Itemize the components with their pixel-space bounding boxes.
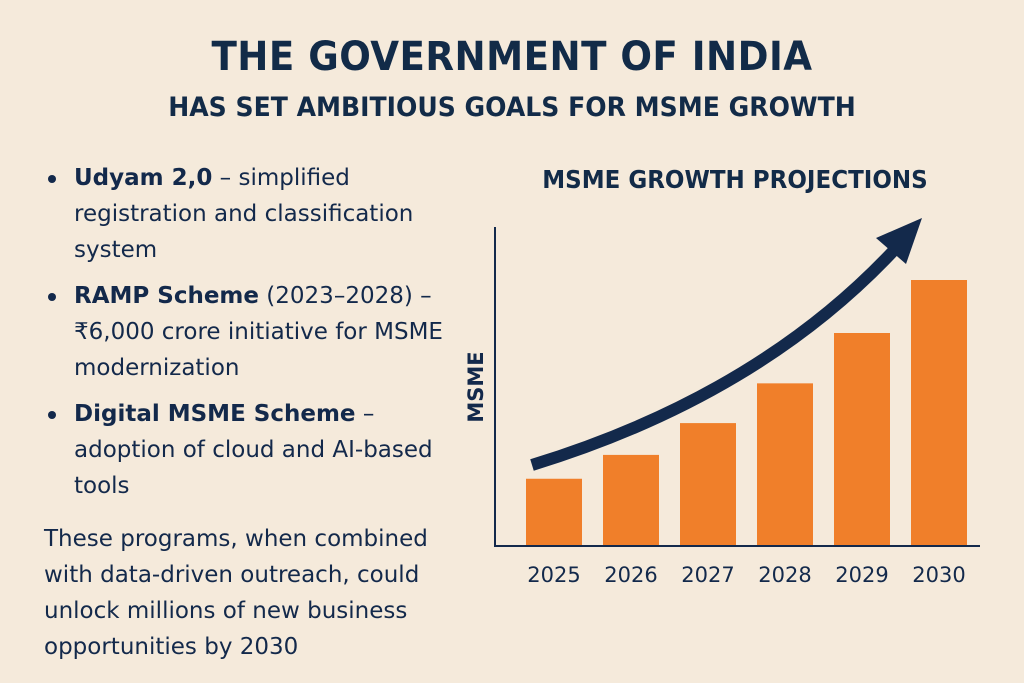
bar-2028 bbox=[757, 383, 813, 545]
list-item: RAMP Scheme (2023–2028) – ₹6,000 crore i… bbox=[44, 278, 474, 386]
summary-text: These programs, when combined with data-… bbox=[44, 526, 428, 660]
x-tick-label: 2027 bbox=[681, 563, 734, 587]
bar-2030 bbox=[911, 280, 967, 545]
list-item: Udyam 2,0 – simplified registration and … bbox=[44, 160, 474, 268]
initiatives-list: Udyam 2,0 – simplified registration and … bbox=[44, 160, 474, 514]
bar-2026 bbox=[603, 454, 659, 545]
initiative-name: RAMP Scheme bbox=[74, 283, 259, 309]
trend-arrow bbox=[530, 218, 922, 471]
trend-arrow-head bbox=[876, 218, 922, 264]
initiative-description: (2023–2028) – ₹6,000 crore initiative fo… bbox=[74, 283, 443, 381]
bar-2029 bbox=[834, 333, 890, 545]
x-tick-label: 2029 bbox=[835, 563, 888, 587]
x-tick-label: 2025 bbox=[527, 563, 580, 587]
initiative-description: – adoption of cloud and AI-based tools bbox=[74, 401, 433, 499]
y-axis-label: MSME bbox=[464, 351, 488, 422]
x-tick-label: 2026 bbox=[604, 563, 657, 587]
list-item: Digital MSME Scheme – adoption of cloud … bbox=[44, 396, 474, 504]
initiative-name: Udyam 2,0 bbox=[74, 165, 213, 191]
initiative-description: – simplified registration and classifica… bbox=[74, 165, 414, 263]
page-subtitle: HAS SET AMBITIOUS GOALS FOR MSME GROWTH bbox=[168, 92, 856, 123]
bullet-icon bbox=[48, 175, 56, 183]
x-tick-label: 2028 bbox=[758, 563, 811, 587]
trend-arrow-line bbox=[530, 242, 902, 471]
initiative-name: Digital MSME Scheme bbox=[74, 401, 356, 427]
x-tick-label: 2030 bbox=[912, 563, 965, 587]
bar-2027 bbox=[680, 423, 736, 545]
chart-title: MSME GROWTH PROJECTIONS bbox=[542, 165, 928, 194]
bullet-icon bbox=[48, 293, 56, 301]
page-title: THE GOVERNMENT OF INDIA bbox=[211, 34, 813, 80]
bullet-icon bbox=[48, 411, 56, 419]
bar-2025 bbox=[526, 478, 582, 545]
